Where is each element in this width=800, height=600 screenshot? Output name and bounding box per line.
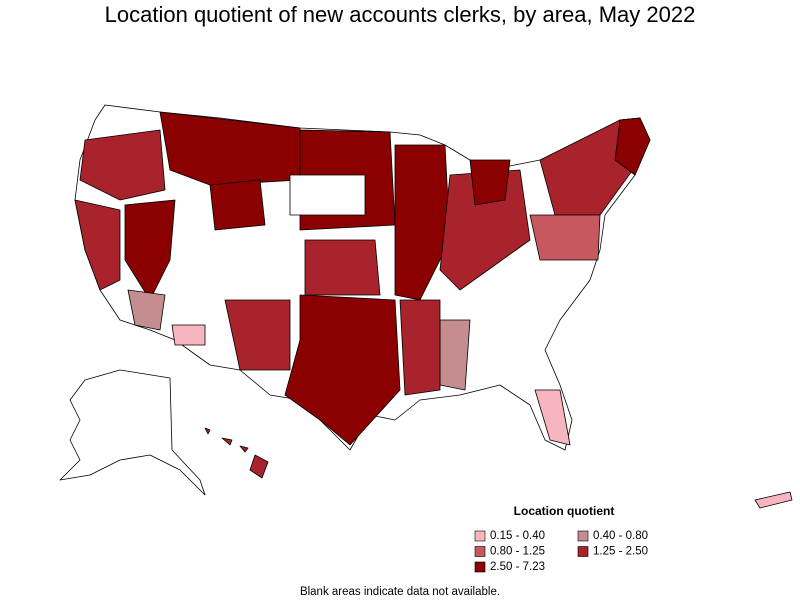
legend-title: Location quotient <box>514 504 615 518</box>
legend-swatch <box>474 546 486 557</box>
legend-swatch <box>474 530 486 542</box>
legend-swatch <box>474 561 486 573</box>
legend-label: 2.50 - 7.23 <box>490 561 545 573</box>
alaska <box>59 369 206 496</box>
us-mainland <box>74 104 651 451</box>
puerto-rico <box>754 491 793 509</box>
map-title: Location quotient of new accounts clerks… <box>105 2 696 27</box>
legend-label: 0.15 - 0.40 <box>490 530 545 542</box>
hawaii <box>204 427 269 479</box>
legend-label: 1.25 - 2.50 <box>593 546 648 558</box>
legend: Location quotient 0.15 - 0.40 0.40 - 0.80… <box>474 504 648 573</box>
legend-label: 0.40 - 0.80 <box>593 530 648 542</box>
legend-swatch <box>577 530 589 542</box>
legend-label: 0.80 - 1.25 <box>490 546 545 558</box>
note: Blank areas indicate data not available. <box>300 586 500 598</box>
legend-swatch <box>577 546 589 557</box>
